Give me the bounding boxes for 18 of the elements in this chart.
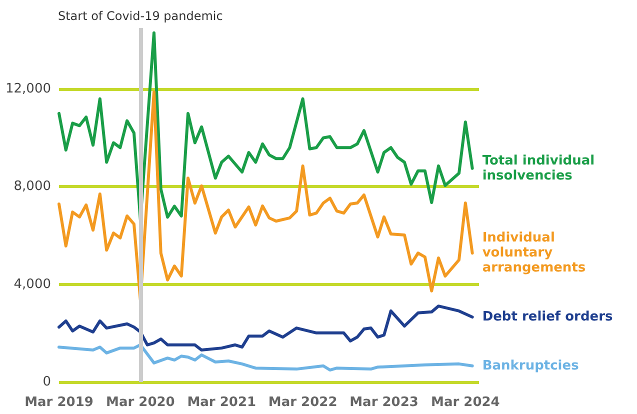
y-tick-label: 12,000 — [6, 82, 51, 97]
y-tick-label: 0 — [42, 374, 51, 390]
x-tick-label: Mar 2019 — [24, 395, 94, 410]
series-label: Total individual insolvencies — [482, 153, 600, 184]
x-tick-label: Mar 2022 — [268, 395, 338, 410]
x-tick-label: Mar 2024 — [431, 395, 500, 410]
x-tick-label: Mar 2021 — [187, 395, 256, 410]
y-tick-label: 8,000 — [14, 179, 51, 194]
series-label: Bankruptcies — [482, 358, 580, 374]
x-tick-label: Mar 2023 — [350, 395, 418, 410]
x-tick-label: Mar 2020 — [106, 395, 175, 410]
series-label: Debt relief orders — [482, 310, 613, 325]
series-label: Individual voluntary arrangements — [482, 230, 586, 276]
line-series — [58, 304, 474, 352]
ref-line-label: Start of Covid-19 pandemic — [58, 9, 223, 23]
y-tick-label: 4,000 — [14, 276, 51, 292]
line-series — [58, 31, 474, 222]
line-series — [58, 343, 474, 372]
